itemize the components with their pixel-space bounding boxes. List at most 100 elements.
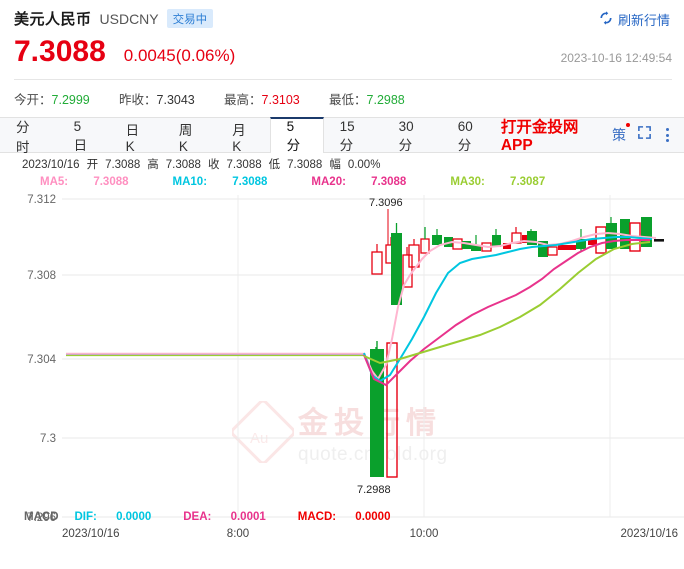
ohlc-open: 7.3088	[105, 159, 141, 171]
candle-body-up	[567, 245, 576, 250]
ohlc-high-label: 高	[147, 159, 159, 171]
x-tick-3: 2023/10/16	[620, 528, 678, 540]
refresh-circle-icon	[599, 11, 613, 28]
ma30-legend: MA30: 7.3087	[450, 176, 567, 188]
more-vertical-icon[interactable]	[663, 126, 672, 144]
ohlc-high: 7.3088	[165, 159, 201, 171]
ma30-name: MA30:	[450, 176, 485, 188]
candle-body-up-hollow	[595, 226, 607, 254]
stat-prev-close-value: 7.3043	[156, 93, 195, 107]
y-tick-4: 7.296	[27, 512, 56, 524]
ma20-value: 7.3088	[371, 176, 407, 188]
y-tick-0: 7.312	[27, 194, 56, 206]
macd-dea-label: DEA:	[183, 511, 212, 523]
tab-fenshi[interactable]: 分时	[0, 118, 58, 155]
instrument-title-row: 美元人民币 USDCNY 交易中	[14, 8, 672, 29]
period-tabs: 分时 5日 日K 周K 月K 5分 15分 30分 60分 打开金投网APP 策	[0, 117, 684, 155]
kline-chart[interactable]: 7.312 7.308 7.304 7.3 7.296	[0, 189, 684, 540]
kline-chart-svg[interactable]: 7.312 7.308 7.304 7.3 7.296	[0, 189, 684, 549]
strategy-icon-label: 策	[612, 127, 626, 143]
y-tick-1: 7.308	[27, 270, 56, 282]
last-price-marker	[654, 239, 664, 242]
tab-30min-label: 30分	[398, 118, 414, 153]
macd-value: 0.0000	[355, 511, 391, 523]
ohlc-low-label: 低	[268, 159, 281, 171]
candle-body-down	[606, 223, 617, 249]
tab-daily-k[interactable]: 日K	[110, 118, 163, 154]
tabs-right-actions: 打开金投网APP 策	[500, 118, 684, 154]
tab-5day[interactable]: 5日	[58, 118, 110, 153]
ma20-legend: MA20: 7.3088	[311, 176, 428, 188]
high-annotation-label: 7.3096	[369, 197, 403, 209]
ohlc-info-block: 2023/10/16 开 7.3088 高 7.3088 收 7.3088 低 7.3088 幅 0…	[0, 153, 684, 189]
tab-5min[interactable]: 5分	[269, 117, 324, 153]
stat-open-value: 7.2999	[51, 93, 90, 107]
y-tick-3: 7.3	[40, 433, 56, 445]
ma20-line	[363, 239, 650, 387]
tab-monthly-k[interactable]: 月K	[216, 118, 269, 154]
ma20-name: MA20:	[311, 176, 346, 188]
stat-low-value: 7.2988	[366, 93, 405, 107]
ma10-value: 7.3088	[232, 176, 268, 188]
session-stats-row: 今开：7.2999 昨收：7.3043 最高：7.3103 最低：7.2988	[0, 80, 684, 117]
candle-body-down-large	[370, 349, 384, 477]
tab-fenshi-label: 分时	[16, 120, 30, 155]
stat-high: 最高：7.3103	[224, 89, 329, 108]
chart-x-axis: 2023/10/16 8:00 10:00 2023/10/16	[62, 528, 678, 540]
strategy-icon[interactable]: 策	[612, 123, 630, 145]
macd-dif: DIF: 0.0000	[75, 511, 168, 523]
last-price: 7.3088	[14, 35, 106, 68]
candle-body-down	[576, 239, 586, 249]
ohlc-close: 7.3088	[226, 159, 262, 171]
ma10-legend: MA10: 7.3088	[173, 176, 290, 188]
tab-daily-k-label: 日K	[125, 122, 140, 154]
macd-value-group: MACD: 0.0000	[298, 511, 407, 523]
ma5-name: MA5:	[40, 176, 69, 188]
stat-open-label: 今开：	[14, 93, 52, 107]
instrument-name: 美元人民币	[14, 11, 92, 28]
stat-high-label: 最高：	[224, 93, 262, 107]
quote-timestamp: 2023-10-16 12:49:54	[560, 51, 672, 65]
tab-30min[interactable]: 30分	[383, 118, 442, 153]
stat-prev-close: 昨收：7.3043	[119, 89, 224, 108]
x-tick-0: 2023/10/16	[62, 528, 120, 540]
refresh-quote-label: 刷新行情	[617, 13, 670, 28]
ohlc-low: 7.3088	[287, 159, 323, 171]
refresh-quote-button[interactable]: 刷新行情	[599, 10, 670, 29]
chart-y-axis: 7.312 7.308 7.304 7.3 7.296	[27, 194, 56, 524]
tab-15min-label: 15分	[339, 118, 355, 153]
macd-dea-value: 0.0001	[230, 511, 266, 523]
more-dot-1	[666, 128, 669, 131]
tab-weekly-k-label: 周K	[178, 122, 193, 154]
stat-prev-close-label: 昨收：	[119, 93, 157, 107]
instrument-code: USDCNY	[99, 10, 159, 27]
candle-body-down	[492, 235, 501, 247]
stat-low-label: 最低：	[329, 93, 367, 107]
candle-body-up	[558, 245, 567, 250]
candle-body-down	[471, 245, 481, 251]
y-tick-2: 7.304	[27, 354, 56, 366]
tab-60min[interactable]: 60分	[442, 118, 501, 153]
macd-value-label: MACD:	[297, 511, 337, 523]
candle-body-down	[527, 231, 537, 245]
macd-indicator-label: MACD	[24, 511, 59, 523]
tab-15min[interactable]: 15分	[324, 118, 383, 153]
stat-high-value: 7.3103	[261, 93, 300, 107]
more-dot-3	[666, 139, 669, 142]
tab-weekly-k[interactable]: 周K	[163, 118, 216, 154]
ma5-value: 7.3088	[93, 176, 129, 188]
tab-5min-label: 5分	[286, 118, 301, 153]
open-app-promo[interactable]: 打开金投网APP	[500, 119, 579, 154]
ohlc-line: 2023/10/16 开 7.3088 高 7.3088 收 7.3088 低 7.3088 幅 0…	[22, 158, 684, 172]
candle-body-up-hollow	[452, 238, 463, 250]
fullscreen-icon[interactable]	[637, 125, 652, 145]
candle-body-down	[462, 241, 471, 249]
ma30-line	[363, 241, 651, 365]
stat-open: 今开：7.2999	[14, 89, 119, 108]
ma10-name: MA10:	[172, 176, 208, 188]
ma5-legend: MA5: 7.3088	[40, 176, 151, 188]
ohlc-close-label: 收	[207, 159, 220, 171]
macd-legend-row: MACD DIF: 0.0000 DEA: 0.0001 MACD: 0.0000	[0, 511, 684, 523]
price-change: 0.0045(0.06%)	[123, 46, 236, 65]
status-badge: 交易中	[166, 9, 214, 28]
